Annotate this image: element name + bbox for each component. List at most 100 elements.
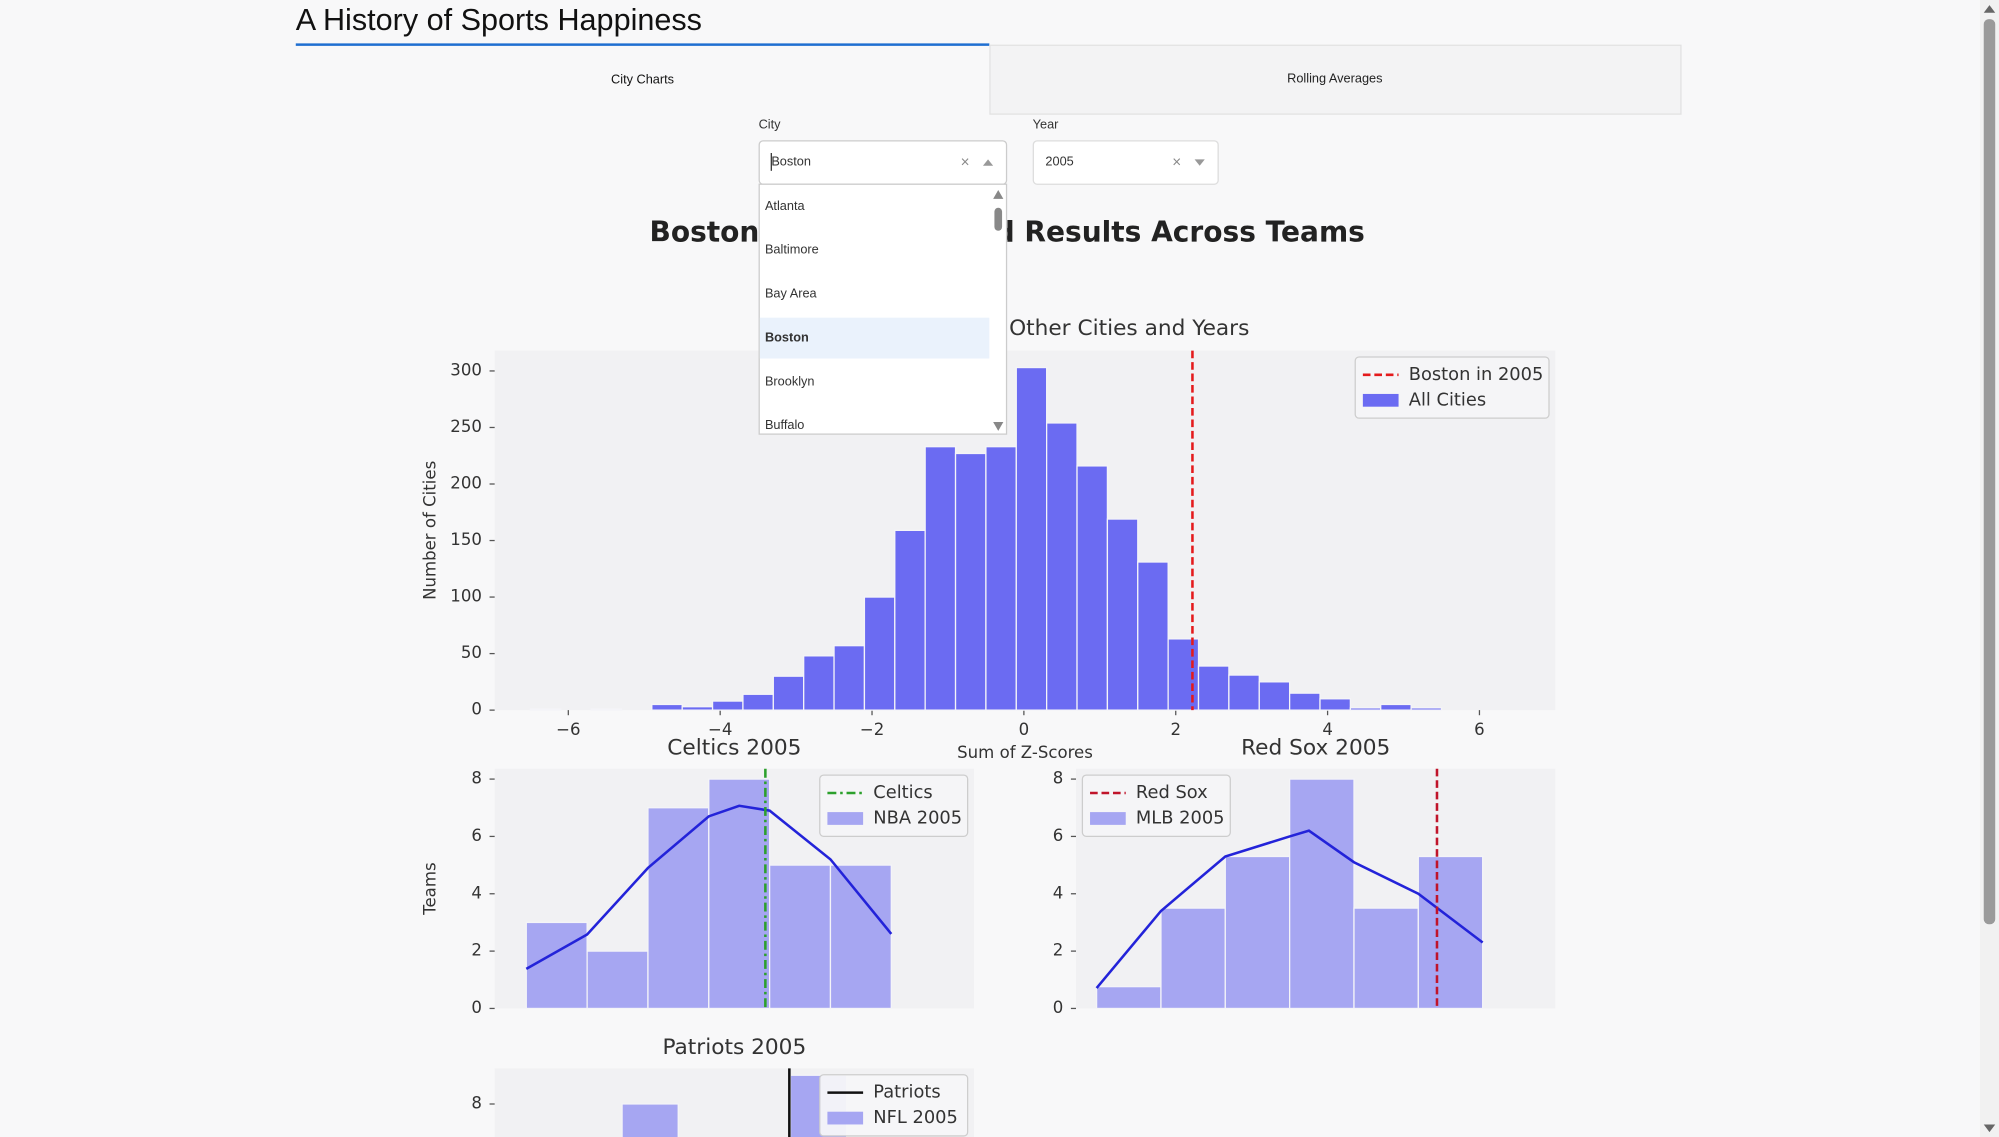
bar bbox=[803, 655, 835, 711]
legend bbox=[1354, 356, 1550, 419]
bar bbox=[525, 921, 588, 1010]
city-value[interactable]: Boston bbox=[771, 153, 811, 168]
options-menu bbox=[758, 183, 1008, 435]
y-tick-label: 8 bbox=[1053, 769, 1064, 788]
y-tick-label: 300 bbox=[450, 360, 482, 379]
bar bbox=[1197, 665, 1230, 711]
clear-icon[interactable]: × bbox=[961, 154, 970, 171]
x-tick-label: −2 bbox=[860, 720, 884, 739]
bar bbox=[1353, 907, 1419, 1010]
x-tick-label: −6 bbox=[556, 720, 580, 739]
y-tick-label: 0 bbox=[471, 700, 482, 719]
legend-label: All Cities bbox=[1409, 389, 1486, 410]
chart-title: Celtics 2005 bbox=[667, 735, 801, 760]
year-dropdown[interactable] bbox=[1032, 140, 1219, 185]
x-tick-label: 0 bbox=[1019, 720, 1030, 739]
legend-label: Patriots bbox=[873, 1082, 940, 1103]
bar bbox=[1015, 366, 1048, 711]
y-tick-label: 8 bbox=[471, 769, 482, 788]
y-axis-label: Teams bbox=[420, 862, 439, 915]
option[interactable]: Bay Area bbox=[765, 286, 818, 301]
y-tick-label: 2 bbox=[471, 941, 482, 960]
bar bbox=[647, 807, 710, 1010]
bar bbox=[924, 446, 957, 711]
bar bbox=[768, 864, 832, 1010]
legend-label: Celtics bbox=[873, 782, 932, 803]
y-tick-label: 4 bbox=[1053, 883, 1064, 902]
y-tick-label: 6 bbox=[471, 826, 482, 845]
legend-label: MLB 2005 bbox=[1136, 807, 1225, 828]
bar bbox=[1319, 698, 1352, 711]
legend-swatch bbox=[1090, 812, 1126, 825]
legend-swatch bbox=[1362, 393, 1399, 407]
scroll-down[interactable] bbox=[1983, 1124, 1996, 1133]
bar bbox=[711, 700, 744, 711]
bar bbox=[772, 675, 805, 711]
bar bbox=[985, 446, 1017, 711]
y-tick-label: 0 bbox=[471, 998, 482, 1017]
bar bbox=[681, 706, 714, 711]
filter-label: Year bbox=[1033, 116, 1059, 131]
bar bbox=[1095, 986, 1162, 1010]
bar bbox=[586, 950, 649, 1010]
legend-label: Boston in 2005 bbox=[1409, 364, 1544, 385]
chart-title: Red Sox 2005 bbox=[1241, 735, 1390, 760]
bar bbox=[1380, 703, 1412, 711]
y-tick-label: 2 bbox=[1053, 941, 1064, 960]
menu-scroll-thumb[interactable] bbox=[994, 207, 1003, 231]
bar bbox=[1410, 707, 1443, 711]
bar bbox=[1106, 518, 1139, 711]
y-tick-label: 50 bbox=[461, 643, 482, 662]
bar bbox=[954, 452, 987, 711]
scroll-up[interactable] bbox=[993, 189, 1004, 199]
tab-active[interactable] bbox=[295, 44, 990, 114]
clear-icon[interactable]: × bbox=[1172, 154, 1181, 171]
filter-label: City bbox=[759, 116, 782, 131]
bar bbox=[1046, 422, 1078, 711]
legend-swatch bbox=[827, 812, 864, 825]
option-highlight bbox=[759, 317, 990, 359]
y-tick-label: 250 bbox=[450, 417, 482, 436]
kde-line bbox=[1095, 829, 1484, 989]
bar bbox=[1289, 778, 1355, 1010]
options: Atlanta Baltimore Bay Area Boston Brooklyn Bu… bbox=[759, 198, 990, 432]
kde-line bbox=[525, 804, 893, 970]
x-axis-label: Sum of Z-Scores bbox=[957, 743, 1093, 762]
option[interactable]: Atlanta bbox=[765, 198, 806, 213]
bar bbox=[529, 708, 562, 711]
option[interactable]: Brooklyn bbox=[765, 373, 815, 388]
option[interactable]: Buffalo bbox=[765, 417, 804, 432]
bar bbox=[894, 529, 926, 711]
y-tick-label: 100 bbox=[450, 587, 482, 606]
scroll-down[interactable] bbox=[993, 421, 1004, 431]
bar bbox=[1258, 681, 1291, 711]
bar bbox=[1288, 692, 1321, 711]
bar bbox=[621, 1103, 679, 1137]
legend-label: NBA 2005 bbox=[873, 807, 962, 828]
scroll-up[interactable] bbox=[1983, 5, 1996, 13]
bar bbox=[1349, 707, 1382, 711]
tab-label[interactable]: City Charts bbox=[611, 72, 674, 87]
charts: Boston 2005 vs All Other Cities and Year… bbox=[420, 316, 1556, 1137]
scrollbar-thumb[interactable] bbox=[1983, 19, 1996, 925]
option[interactable]: Baltimore bbox=[765, 242, 819, 257]
bar bbox=[1417, 855, 1484, 1010]
bar bbox=[590, 708, 623, 711]
bar bbox=[829, 864, 892, 1010]
bar bbox=[1076, 465, 1109, 711]
dropdown-arrow[interactable] bbox=[982, 159, 994, 166]
bar bbox=[1167, 638, 1200, 711]
y-axis-label: Number of Cities bbox=[420, 461, 439, 600]
y-tick-label: 6 bbox=[1053, 826, 1064, 845]
year-value[interactable]: 2005 bbox=[1045, 153, 1073, 168]
dropdown-arrow[interactable] bbox=[1194, 159, 1205, 166]
tab[interactable] bbox=[989, 44, 1682, 115]
x-tick-label: 6 bbox=[1474, 720, 1485, 739]
legend-label: Red Sox bbox=[1136, 782, 1208, 803]
option[interactable]: Boston bbox=[765, 329, 809, 344]
tab-label[interactable]: Rolling Averages bbox=[1287, 70, 1382, 85]
y-tick-label: 0 bbox=[1053, 998, 1064, 1017]
bar bbox=[833, 645, 866, 711]
bar bbox=[1224, 855, 1291, 1010]
